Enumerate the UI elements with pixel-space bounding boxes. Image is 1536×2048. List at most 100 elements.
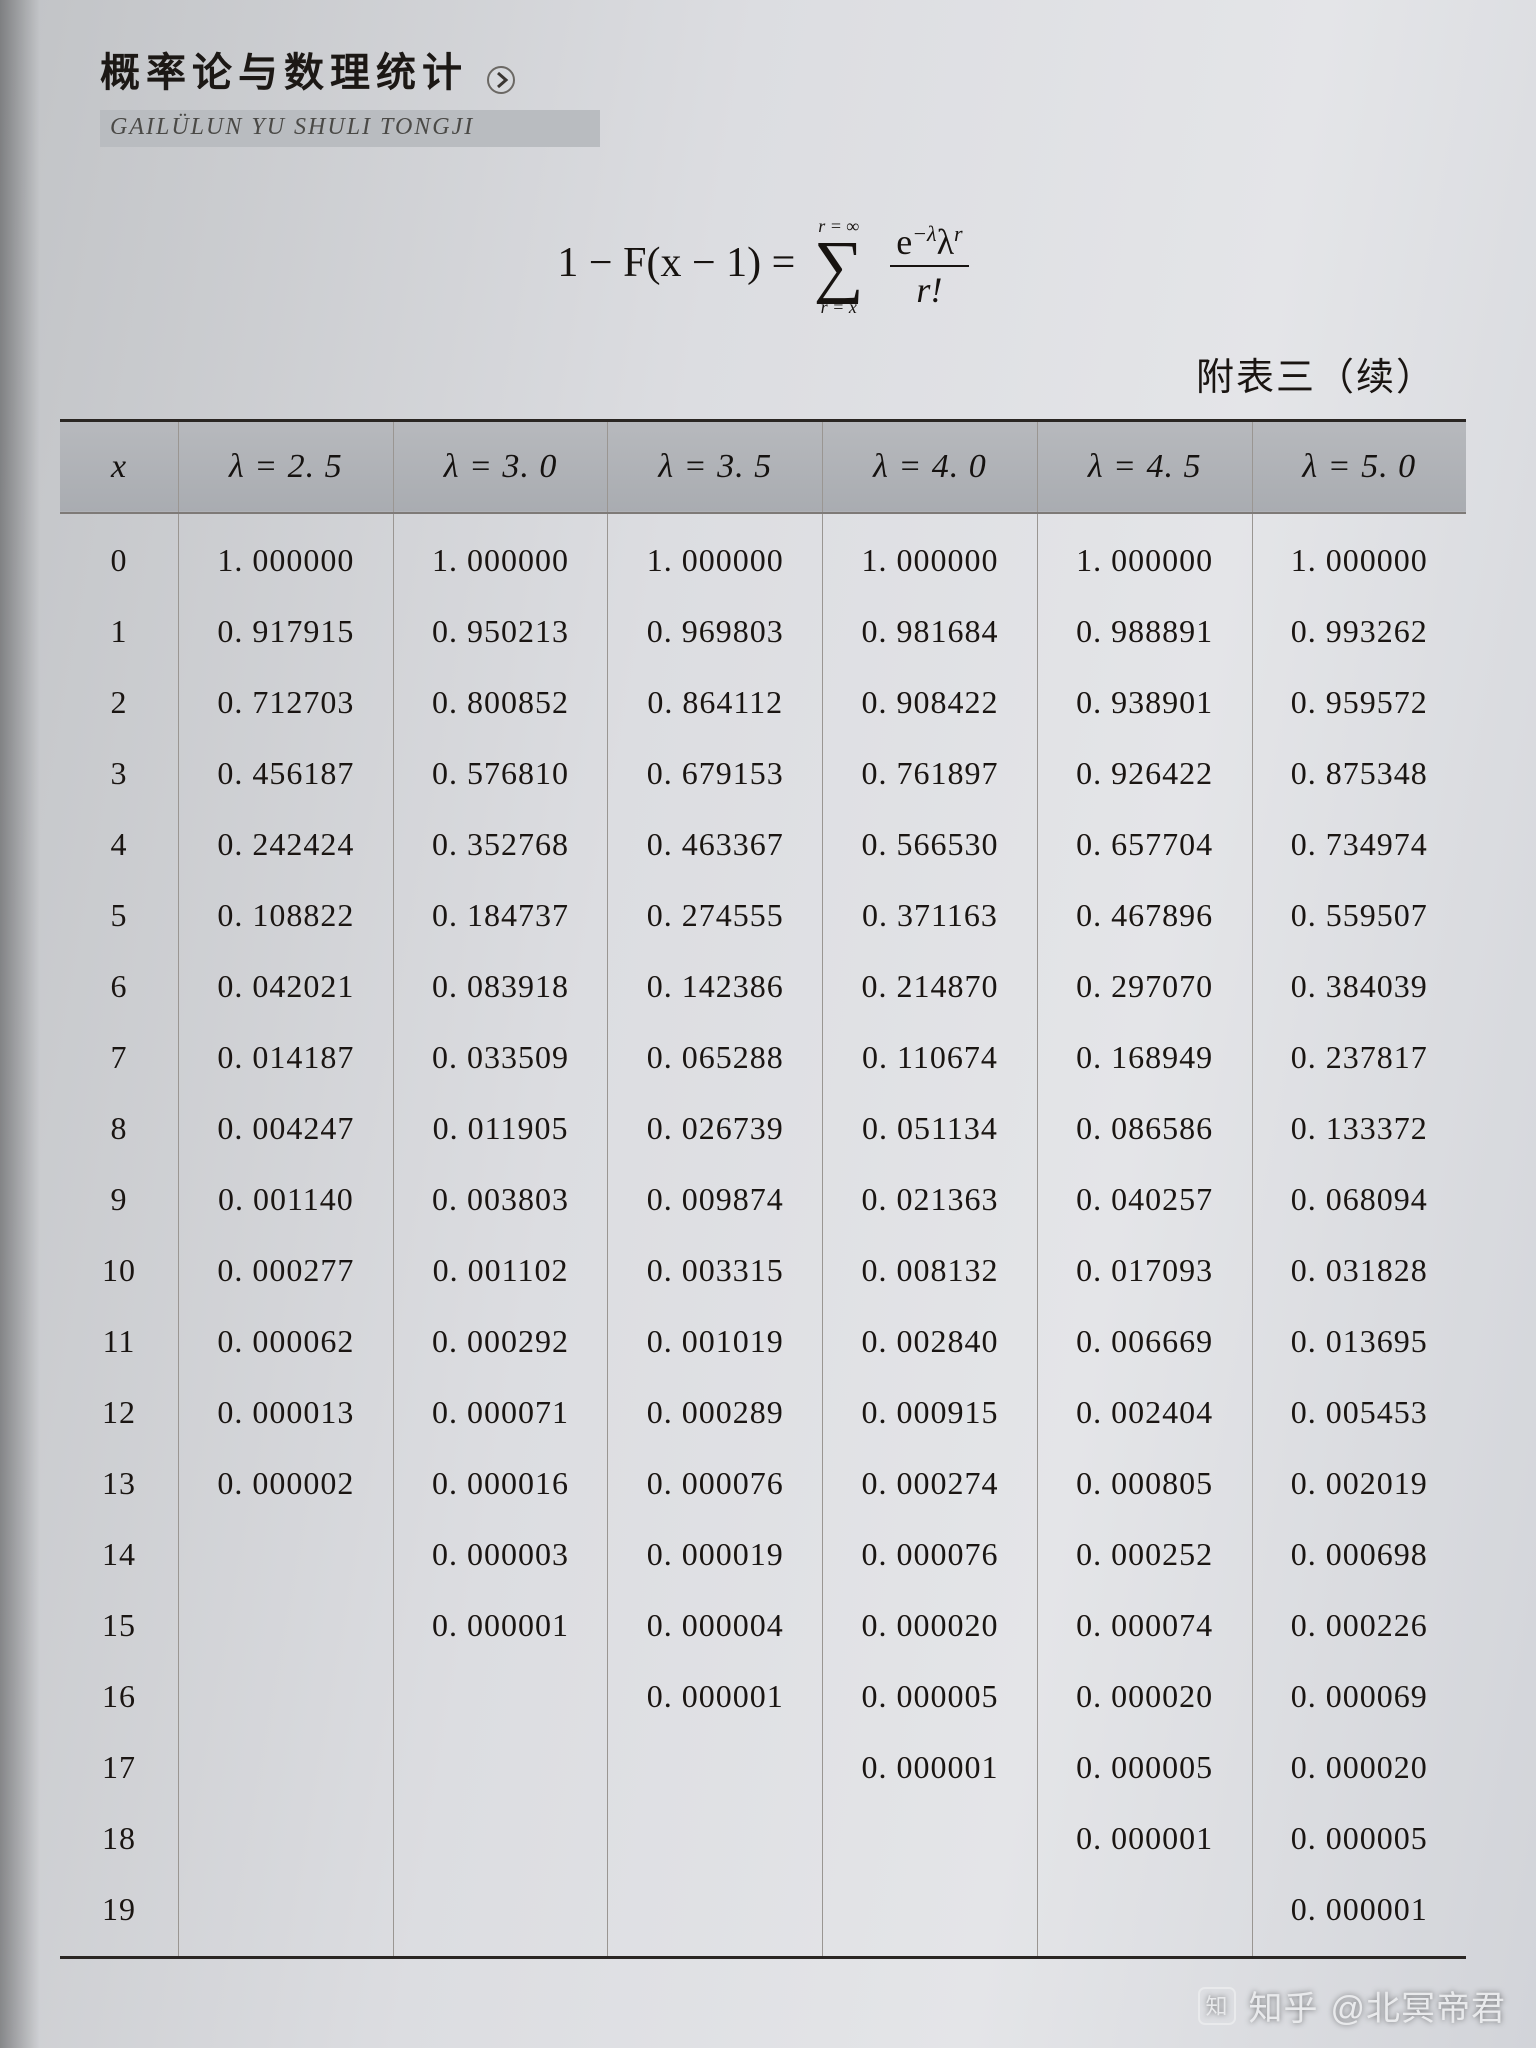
cell-value: 0. 040257 — [1037, 1164, 1252, 1235]
cell-value: 0. 000019 — [608, 1519, 823, 1590]
cell-value: 0. 875348 — [1252, 738, 1466, 809]
cell-value: 0. 133372 — [1252, 1093, 1466, 1164]
cell-value: 0. 000071 — [393, 1377, 608, 1448]
cell-x: 9 — [60, 1164, 179, 1235]
cell-value: 0. 000062 — [179, 1306, 394, 1377]
table-row: 100. 0002770. 0011020. 0033150. 0081320.… — [60, 1235, 1466, 1306]
cell-value: 0. 988891 — [1037, 596, 1252, 667]
cell-x: 2 — [60, 667, 179, 738]
col-header-lambda: λ = 4. 5 — [1037, 420, 1252, 513]
col-header-x: x — [60, 420, 179, 513]
cell-value: 0. 000020 — [1252, 1732, 1466, 1803]
book-subtitle-pinyin: GAILÜLUN YU SHULI TONGJI — [100, 110, 600, 147]
cell-value — [608, 1803, 823, 1874]
cell-x: 11 — [60, 1306, 179, 1377]
cell-x: 14 — [60, 1519, 179, 1590]
cell-value: 0. 031828 — [1252, 1235, 1466, 1306]
cell-value: 0. 000005 — [1252, 1803, 1466, 1874]
zhihu-icon: 知 — [1198, 1987, 1236, 2025]
cell-value: 0. 297070 — [1037, 951, 1252, 1022]
cell-value: 0. 917915 — [179, 596, 394, 667]
cell-x: 8 — [60, 1093, 179, 1164]
col-header-lambda: λ = 4. 0 — [823, 420, 1038, 513]
cell-x: 15 — [60, 1590, 179, 1661]
table-row: 10. 9179150. 9502130. 9698030. 9816840. … — [60, 596, 1466, 667]
cell-value — [393, 1874, 608, 1958]
poisson-table: xλ = 2. 5λ = 3. 0λ = 3. 5λ = 4. 0λ = 4. … — [60, 419, 1466, 1959]
table-caption: 附表三（续） — [60, 346, 1436, 401]
cell-value: 0. 969803 — [608, 596, 823, 667]
cell-value: 0. 950213 — [393, 596, 608, 667]
svg-text:知: 知 — [1206, 1994, 1229, 2019]
table-row: 110. 0000620. 0002920. 0010190. 0028400.… — [60, 1306, 1466, 1377]
formula-lhs: 1 − F(x − 1) = — [557, 240, 795, 286]
cell-value: 0. 981684 — [823, 596, 1038, 667]
book-title: 概率论与数理统计 — [100, 50, 468, 95]
formula-fraction: e−λλr r! — [890, 221, 968, 311]
table-row: 190. 000001 — [60, 1874, 1466, 1958]
table-body: 01. 0000001. 0000001. 0000001. 0000001. … — [60, 513, 1466, 1958]
binding-shadow — [0, 0, 40, 2048]
cell-value: 0. 065288 — [608, 1022, 823, 1093]
cell-x: 13 — [60, 1448, 179, 1519]
cell-value: 0. 142386 — [608, 951, 823, 1022]
cell-value: 1. 000000 — [393, 513, 608, 596]
table-row: 90. 0011400. 0038030. 0098740. 0213630. … — [60, 1164, 1466, 1235]
cell-value — [823, 1874, 1038, 1958]
cell-value: 0. 000274 — [823, 1448, 1038, 1519]
page-header: 概率论与数理统计 GAILÜLUN YU SHULI TONGJI — [100, 40, 1466, 147]
cell-value: 0. 000013 — [179, 1377, 394, 1448]
cell-value: 0. 926422 — [1037, 738, 1252, 809]
table-row: 170. 0000010. 0000050. 000020 — [60, 1732, 1466, 1803]
formula-sum-lower: r = x — [814, 298, 864, 316]
cell-value: 0. 000016 — [393, 1448, 608, 1519]
cell-value: 0. 001102 — [393, 1235, 608, 1306]
table-row: 70. 0141870. 0335090. 0652880. 1106740. … — [60, 1022, 1466, 1093]
watermark-user: @北冥帝君 — [1330, 1981, 1506, 2030]
table-row: 30. 4561870. 5768100. 6791530. 7618970. … — [60, 738, 1466, 809]
cell-value: 0. 013695 — [1252, 1306, 1466, 1377]
cell-value: 0. 908422 — [823, 667, 1038, 738]
cell-value: 0. 184737 — [393, 880, 608, 951]
cell-value: 0. 761897 — [823, 738, 1038, 809]
cell-value: 1. 000000 — [1037, 513, 1252, 596]
cell-x: 3 — [60, 738, 179, 809]
cell-value: 0. 576810 — [393, 738, 608, 809]
cell-value: 0. 002019 — [1252, 1448, 1466, 1519]
cell-value: 0. 002840 — [823, 1306, 1038, 1377]
cell-value: 0. 110674 — [823, 1022, 1038, 1093]
page: 概率论与数理统计 GAILÜLUN YU SHULI TONGJI 1 − F(… — [0, 0, 1536, 2048]
cell-x: 17 — [60, 1732, 179, 1803]
cell-value — [393, 1661, 608, 1732]
col-header-lambda: λ = 3. 5 — [608, 420, 823, 513]
cell-value: 0. 000001 — [823, 1732, 1038, 1803]
cell-value: 0. 014187 — [179, 1022, 394, 1093]
cell-value: 0. 000005 — [823, 1661, 1038, 1732]
cell-value: 0. 352768 — [393, 809, 608, 880]
cell-value — [179, 1732, 394, 1803]
cell-value: 0. 108822 — [179, 880, 394, 951]
table-row: 120. 0000130. 0000710. 0002890. 0009150.… — [60, 1377, 1466, 1448]
cell-value: 0. 086586 — [1037, 1093, 1252, 1164]
cell-value: 0. 384039 — [1252, 951, 1466, 1022]
table-row: 160. 0000010. 0000050. 0000200. 000069 — [60, 1661, 1466, 1732]
cell-value: 0. 000003 — [393, 1519, 608, 1590]
table-row: 130. 0000020. 0000160. 0000760. 0002740.… — [60, 1448, 1466, 1519]
table-row: 180. 0000010. 000005 — [60, 1803, 1466, 1874]
cell-value: 0. 274555 — [608, 880, 823, 951]
cell-value: 0. 000001 — [1037, 1803, 1252, 1874]
cell-value: 1. 000000 — [179, 513, 394, 596]
cell-value: 0. 004247 — [179, 1093, 394, 1164]
cell-value: 0. 026739 — [608, 1093, 823, 1164]
cell-value: 0. 083918 — [393, 951, 608, 1022]
cell-x: 4 — [60, 809, 179, 880]
cell-value: 0. 008132 — [823, 1235, 1038, 1306]
cell-value: 0. 021363 — [823, 1164, 1038, 1235]
cell-x: 12 — [60, 1377, 179, 1448]
cell-value: 0. 000076 — [823, 1519, 1038, 1590]
cell-value: 0. 001019 — [608, 1306, 823, 1377]
cell-value: 1. 000000 — [608, 513, 823, 596]
cell-x: 0 — [60, 513, 179, 596]
cell-value: 0. 237817 — [1252, 1022, 1466, 1093]
table-row: 80. 0042470. 0119050. 0267390. 0511340. … — [60, 1093, 1466, 1164]
